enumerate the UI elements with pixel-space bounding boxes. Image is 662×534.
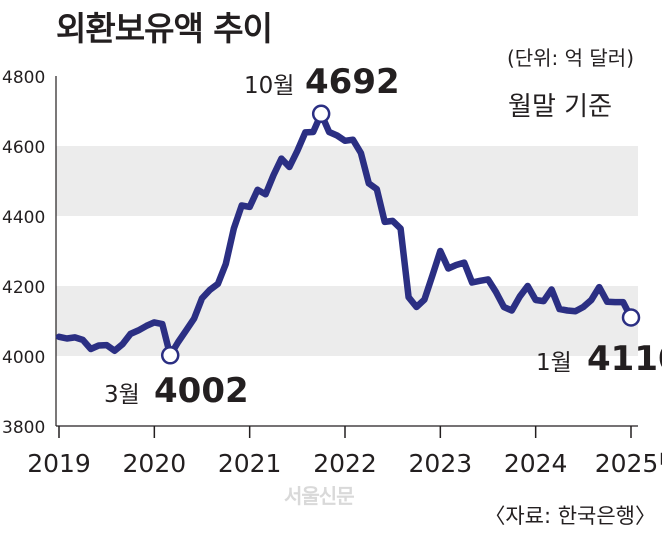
unit-note: (단위: 억 달러): [506, 46, 634, 70]
grid-band: [56, 146, 638, 216]
annotation-value: 4002: [154, 371, 249, 411]
chart-title: 외환보유액 추이: [56, 9, 273, 48]
y-tick-label: 4800: [2, 68, 45, 88]
y-tick-label: 3800: [2, 418, 45, 438]
basis-note: 월말 기준: [508, 92, 612, 122]
annotation-month: 1월: [536, 350, 572, 376]
x-tick-label: 2023: [409, 449, 473, 478]
y-tick-label: 4600: [2, 138, 45, 158]
annotation-value: 4110: [587, 339, 662, 379]
y-tick-label: 4200: [2, 278, 45, 298]
annotation-month: 10월: [244, 73, 294, 99]
y-tick-label: 4400: [2, 208, 45, 228]
x-tick-label: 2024: [504, 449, 568, 478]
series-line: [55, 110, 635, 359]
source-note: 〈자료: 한국은행〉: [484, 504, 656, 528]
x-tick-label: 2022: [313, 449, 377, 478]
annotation-point: [160, 346, 180, 365]
annotation-month: 3월: [104, 382, 140, 408]
x-tick-label: 2020: [123, 449, 187, 478]
x-tick-label: 2019: [27, 449, 91, 478]
x-tick-label: 2025년: [595, 449, 662, 478]
y-tick-label: 4000: [2, 348, 45, 368]
x-tick-label: 2021: [218, 449, 282, 478]
annotation-point: [621, 308, 641, 327]
annotation-value: 4692: [305, 62, 400, 102]
watermark-text: 서울신문: [284, 484, 355, 508]
annotation-point: [311, 104, 331, 124]
